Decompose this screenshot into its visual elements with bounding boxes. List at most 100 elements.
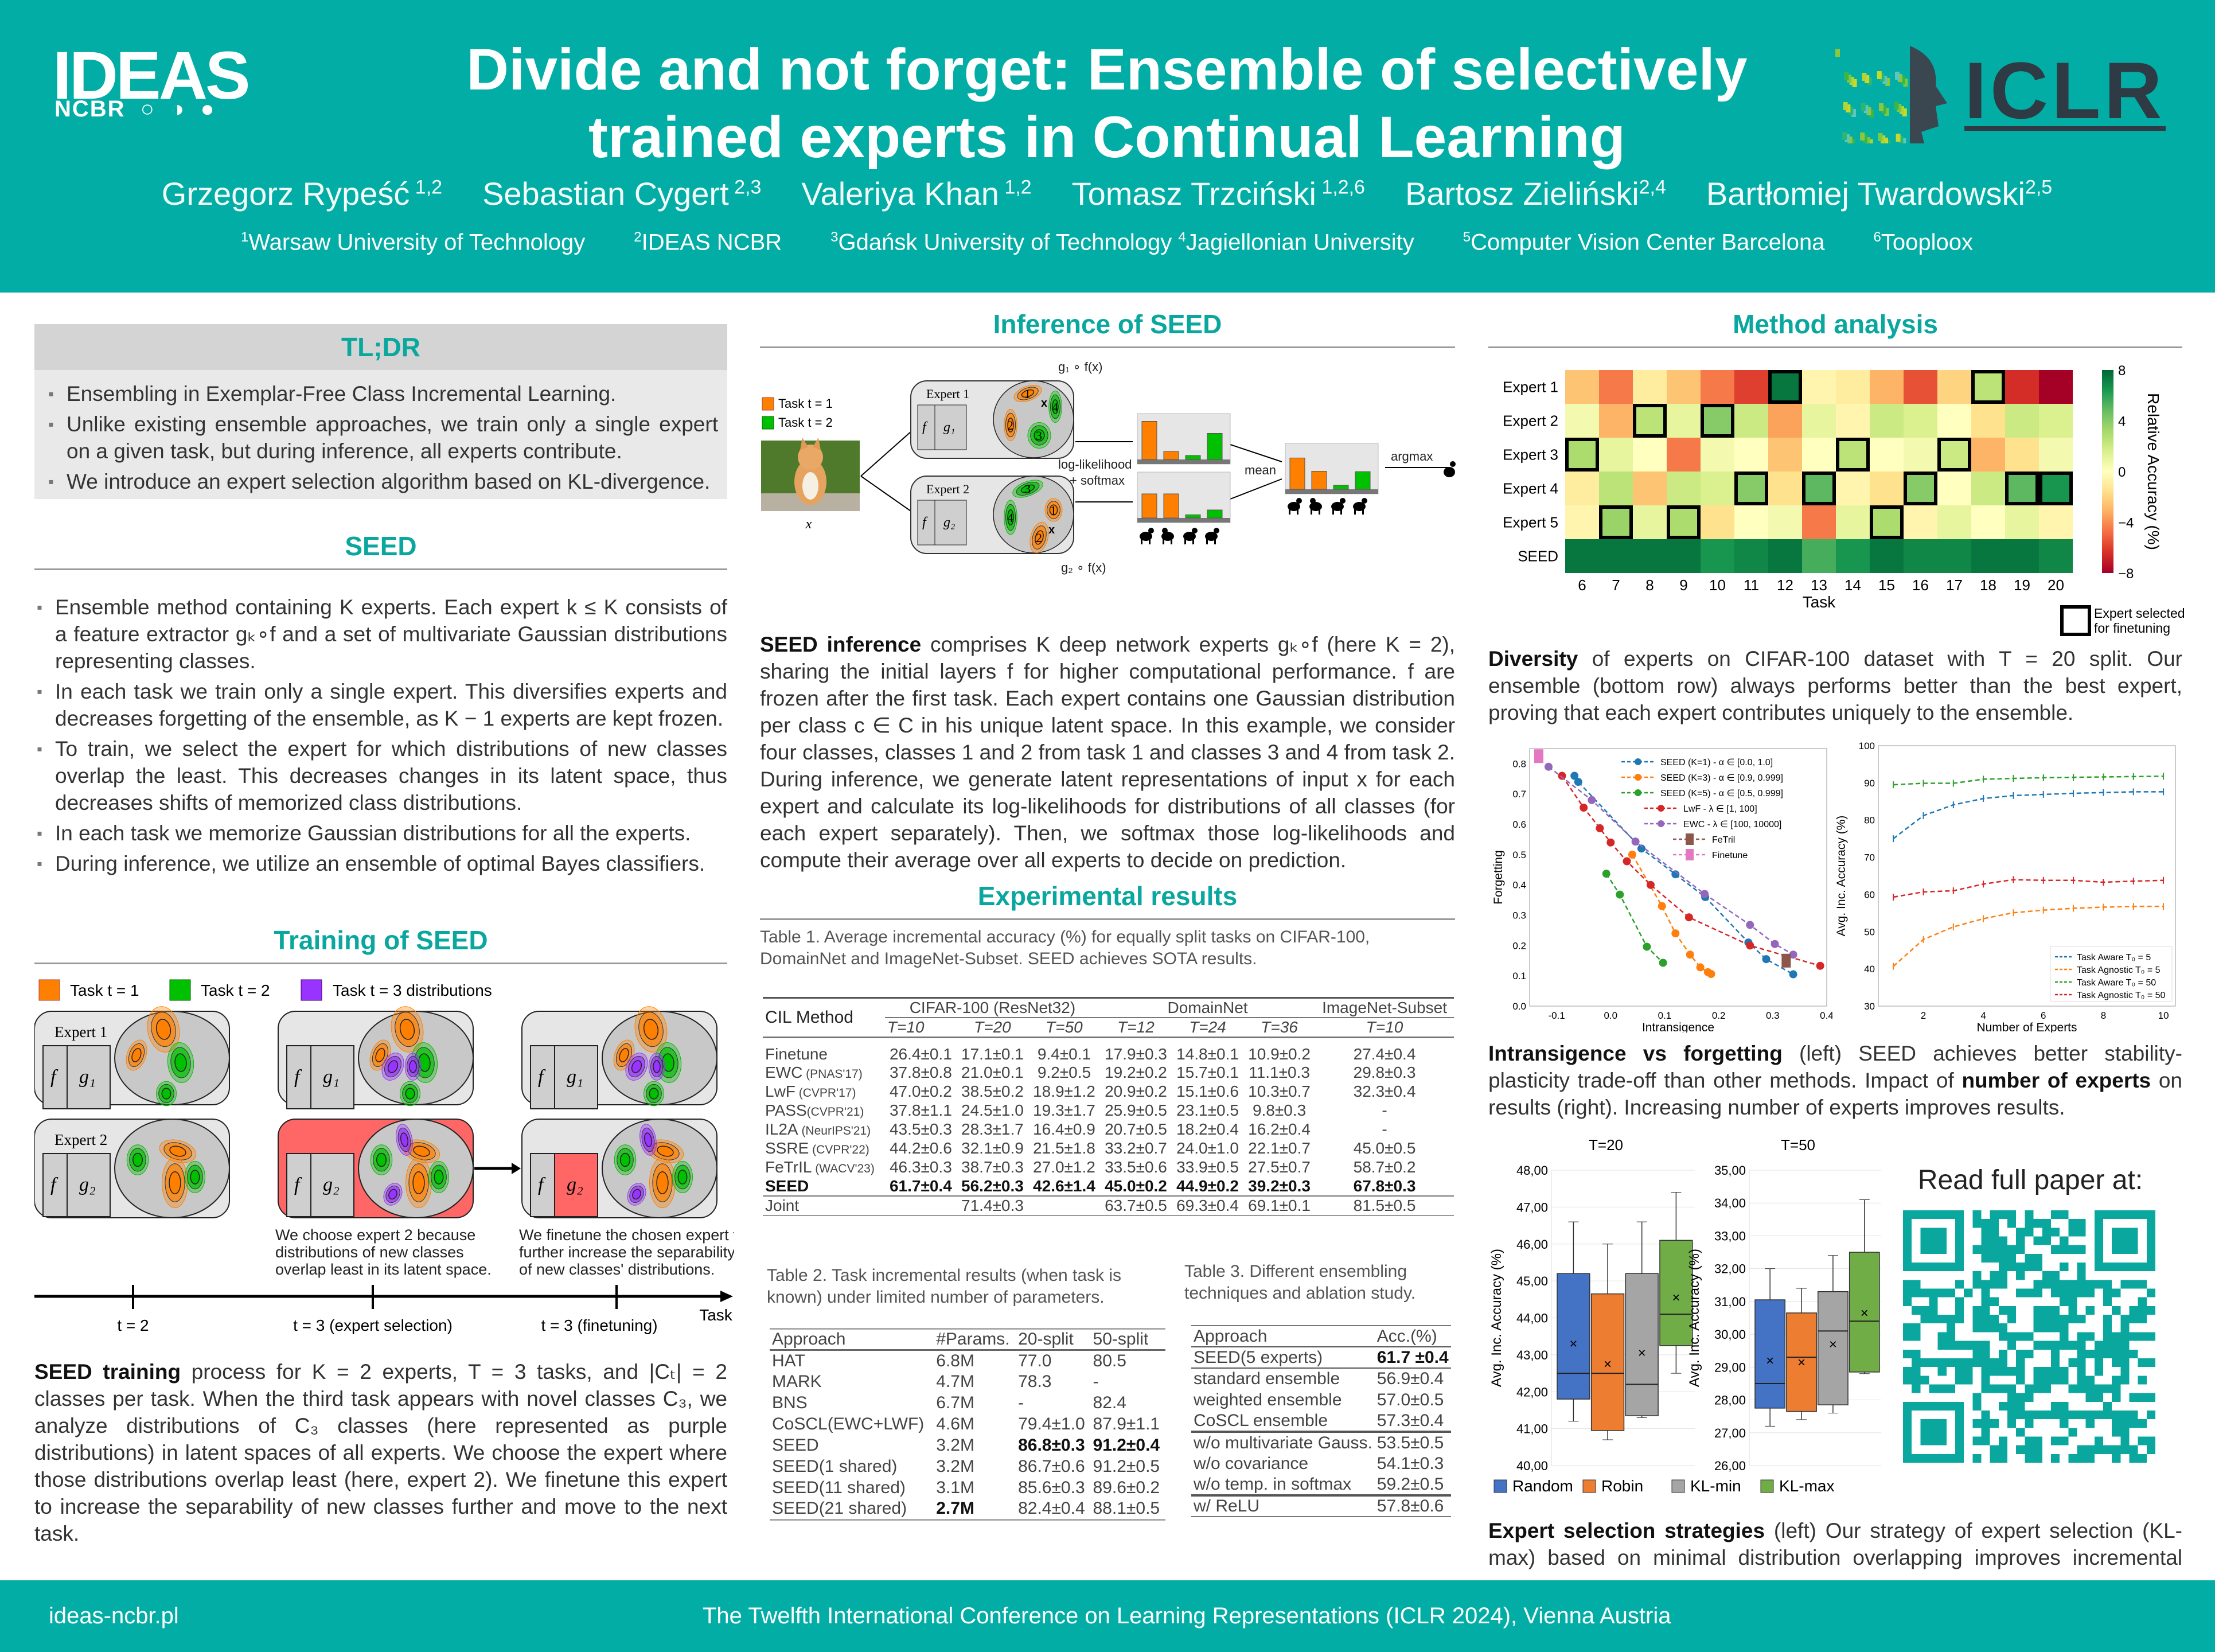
method-cell: Finetune <box>763 1038 885 1063</box>
value-cell: 57.8±0.6 <box>1376 1497 1444 1515</box>
chart-base <box>1137 518 1230 523</box>
x-tick-label: 0.4 <box>1820 1010 1832 1021</box>
value-cell: 85.6±0.3 <box>1018 1478 1085 1497</box>
heatmap-cell <box>1904 404 1937 438</box>
logo-pixel <box>1865 137 1870 143</box>
class-probability-chart <box>1137 472 1231 523</box>
value-cell: 71.4±0.3 <box>961 1196 1024 1214</box>
value-cell: 20.9±0.2 <box>1105 1082 1167 1100</box>
y-tick-label: 0.4 <box>1512 880 1526 891</box>
column-subheader: T=10 <box>1366 1018 1403 1036</box>
data-point <box>1658 902 1666 910</box>
heatmap-column-label: 15 <box>1878 576 1895 594</box>
value-cell: 54.1±0.3 <box>1376 1454 1444 1473</box>
inference-caption-lead: SEED inference <box>760 633 922 656</box>
value-cell: 56.2±0.3 <box>961 1176 1024 1195</box>
seed-item: In each task we memorize Gaussian distri… <box>34 820 727 847</box>
heatmap-row-label: Expert 5 <box>1503 514 1558 531</box>
series: FeTril <box>1673 833 1791 968</box>
legend-label: Task Aware T₀ = 50 <box>2077 978 2156 988</box>
logo-pixel <box>1882 76 1888 84</box>
approach-cell: w/o covariance <box>1194 1454 1309 1473</box>
legend-swatch-task3 <box>301 979 322 1001</box>
tldr-item: We introduce an expert selection algorit… <box>46 468 718 495</box>
g2-f-x-label: g₂ ∘ f(x) <box>1061 560 1106 575</box>
qr-modules <box>1903 1210 2155 1463</box>
colorbar-tick-label: 0 <box>2118 465 2126 480</box>
data-point <box>1789 970 1797 979</box>
expert-choice-note: We choose expert 2 because <box>275 1226 475 1244</box>
author: Bartłomiej Twardowski2,5 <box>1706 175 2052 212</box>
finetune-note: We finetune the chosen expert to <box>519 1226 734 1244</box>
affiliation-name: IDEAS NCBR <box>641 229 782 255</box>
selected-expert-marker <box>1802 472 1836 505</box>
data-point <box>1534 749 1544 763</box>
heatmap-row-label: Expert 2 <box>1503 412 1558 430</box>
plot-frame <box>1878 745 2176 1007</box>
table-row: SEED 3.2M 86.8±0.3 91.2±0.4 <box>770 1435 1165 1456</box>
y-axis-label: Forgetting <box>1492 850 1505 905</box>
y-tick-label: 70 <box>1864 852 1875 863</box>
approach-cell: w/ ReLU <box>1194 1497 1260 1515</box>
y-tick-label: 0.7 <box>1512 789 1526 800</box>
x-tick-label: 0.3 <box>1766 1010 1780 1021</box>
heatmap-cell <box>1565 472 1599 505</box>
value-cell: 17.1±0.1 <box>961 1045 1024 1063</box>
value-cell: 82.4±0.4 <box>1018 1499 1085 1518</box>
series: Task Agnostic T₀ = 50 <box>1893 876 2166 1000</box>
y-tick-label: 50 <box>1864 926 1875 937</box>
box-Robin: × <box>1786 1288 1817 1420</box>
heatmap-cell <box>1768 370 1802 404</box>
heatmap-cell <box>1971 539 2005 573</box>
heatmap-cell <box>1701 539 1734 573</box>
author: Bartosz Zieliński2,4 <box>1405 175 1666 212</box>
table-row: w/o covariance 54.1±0.3 <box>1191 1453 1451 1474</box>
data-point <box>1707 970 1715 979</box>
heatmap-cell <box>1768 539 1802 573</box>
boxplot-T=20: T=20 40,00 41,00 42,00 43,00 44,00 45,00 46,00 4… <box>1489 1136 1695 1473</box>
class-distribution-core <box>399 1019 415 1040</box>
heatmap-cell <box>1565 438 1599 472</box>
table-row: MARK 4.7M 78.3 - <box>770 1372 1165 1393</box>
legend-swatch-task1 <box>38 979 60 1001</box>
heatmap-cell <box>1701 472 1734 505</box>
legend-swatch-task2 <box>169 979 191 1001</box>
analysis-heading: Method analysis <box>1488 309 2182 348</box>
y-tick-label: 33,00 <box>1714 1229 1746 1243</box>
heatmap-cell <box>1734 438 1768 472</box>
tldr-list: Ensembling in Exemplar-Free Class Increm… <box>34 370 727 495</box>
approach-cell: SEED(1 shared) <box>772 1457 898 1476</box>
box <box>1786 1312 1817 1412</box>
selected-expert-marker <box>1836 438 1870 472</box>
value-cell: 38.7±0.3 <box>961 1158 1024 1176</box>
heatmap-cell <box>1971 438 2005 472</box>
log-likelihood-label: log-likelihood <box>1058 457 1132 472</box>
data-point <box>1623 857 1631 866</box>
heatmap-cell <box>1701 370 1734 404</box>
table1-caption: Table 1. Average incremental accuracy (%… <box>760 928 1370 968</box>
heatmap-cell <box>2039 472 2073 505</box>
data-point <box>1643 942 1651 951</box>
class-distribution-core <box>409 1060 417 1073</box>
table2: Approach #Params. 20-split 50-split HAT 6.8M… <box>770 1328 1165 1521</box>
website-link[interactable]: ideas-ncbr.pl <box>49 1603 179 1628</box>
poster-footer: ideas-ncbr.pl The Twelfth International … <box>0 1580 2215 1652</box>
affiliation: 6Tooploox <box>1873 229 1972 255</box>
logo-pixel <box>1897 74 1902 82</box>
column-header: CIL Method <box>763 998 885 1038</box>
box <box>1849 1252 1880 1373</box>
value-cell: 87.9±1.1 <box>1093 1415 1160 1433</box>
series: SEED (K=5) - α ∈ [0.5, 0.999] <box>1602 789 1783 967</box>
heatmap-cell <box>1565 404 1599 438</box>
table-row: PASS(CVPR'21) 37.8±1.1 24.5±1.0 19.3±1.7 25.… <box>763 1101 1454 1120</box>
logo-pixel <box>1849 107 1854 115</box>
class-distribution-core <box>169 1146 186 1157</box>
paper-qr-code[interactable] <box>1903 1210 2155 1463</box>
value-cell: 3.2M <box>936 1436 974 1455</box>
class-distribution-core <box>132 1152 143 1167</box>
data-point <box>1671 929 1680 938</box>
box-KL-max: × <box>1659 1192 1693 1374</box>
author: Valeriya Khan 1,2 <box>801 175 1031 212</box>
logo-pixel <box>1850 139 1855 143</box>
tldr-item: Ensembling in Exemplar-Free Class Increm… <box>46 380 718 407</box>
